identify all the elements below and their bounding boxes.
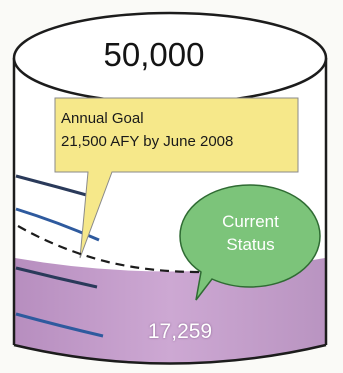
goal-callout: [54, 97, 299, 259]
scale-tick: [15, 266, 98, 289]
scale-tick: [15, 312, 104, 338]
goal-detail: 21,500 AFY by June 2008: [61, 133, 234, 150]
scale-tick: [15, 207, 100, 242]
goal-dashed-line: [17, 225, 201, 274]
current-value-label: 17,259: [147, 320, 213, 343]
status-line-1: Current: [222, 212, 279, 231]
status-label: Current Status: [198, 210, 303, 256]
status-line-2: Status: [226, 235, 275, 254]
tank-bottom-rim: [13, 343, 327, 365]
tank-capacity-label: 50,000: [103, 36, 205, 73]
goal-title: Annual Goal: [61, 110, 144, 127]
status-bubble: [179, 184, 321, 301]
